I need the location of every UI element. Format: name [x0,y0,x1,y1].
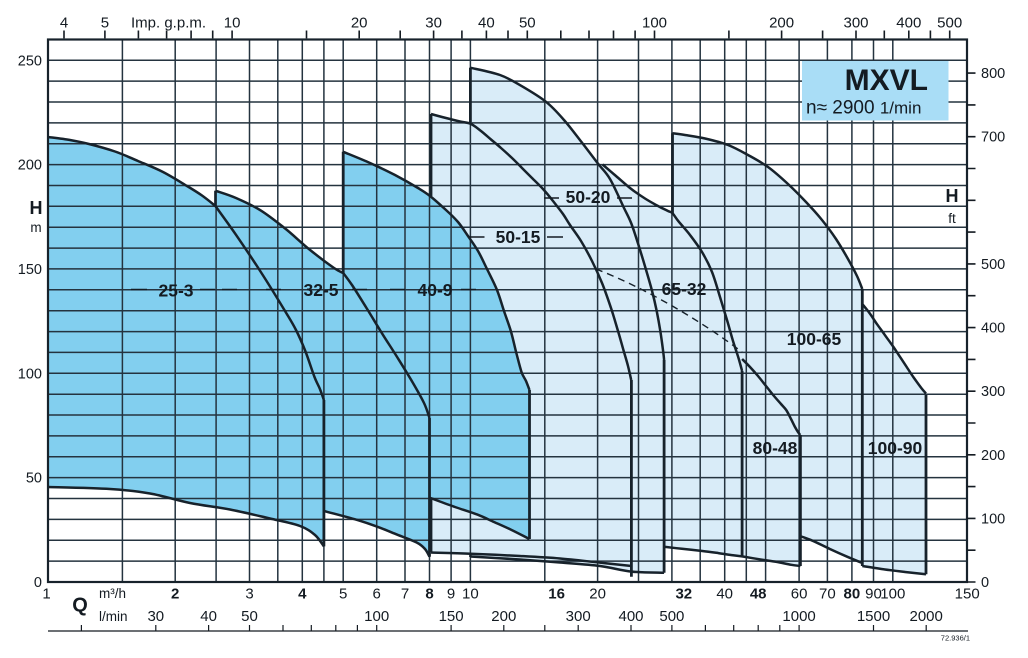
svg-text:Q: Q [72,595,88,617]
svg-text:100-65: 100-65 [787,329,842,349]
svg-text:H: H [30,198,43,218]
svg-text:9: 9 [447,586,455,603]
svg-text:800: 800 [981,66,1005,82]
svg-text:100-90: 100-90 [868,438,923,458]
svg-text:40-9: 40-9 [417,280,452,300]
svg-text:2000: 2000 [910,608,943,625]
svg-text:1000: 1000 [782,608,815,625]
svg-text:100: 100 [880,586,905,603]
svg-text:10: 10 [224,15,241,32]
svg-text:H: H [946,186,959,206]
svg-text:150: 150 [18,262,42,278]
svg-text:2: 2 [171,586,179,603]
svg-text:20: 20 [351,15,368,32]
svg-text:32: 32 [675,586,692,603]
svg-text:700: 700 [981,130,1005,146]
svg-text:65-32: 65-32 [662,279,707,299]
svg-text:90: 90 [865,586,882,603]
svg-text:50: 50 [519,15,536,32]
svg-text:200: 200 [981,448,1005,464]
svg-text:n≈ 2900 1/min: n≈ 2900 1/min [806,98,921,119]
svg-text:30: 30 [147,608,164,625]
svg-text:72.936/1: 72.936/1 [941,634,970,643]
svg-text:80: 80 [844,586,861,603]
svg-text:50-20: 50-20 [566,187,611,207]
svg-text:200: 200 [18,158,42,174]
svg-text:300: 300 [981,384,1005,400]
svg-text:500: 500 [659,608,684,625]
svg-text:80-48: 80-48 [753,438,798,458]
svg-text:20: 20 [589,586,606,603]
svg-text:70: 70 [819,586,836,603]
svg-text:150: 150 [955,586,980,603]
svg-text:16: 16 [548,586,565,603]
svg-text:4: 4 [298,586,307,603]
svg-text:10: 10 [462,586,479,603]
svg-text:0: 0 [34,575,42,591]
svg-text:50: 50 [26,471,42,487]
svg-text:7: 7 [401,586,409,603]
svg-text:500: 500 [981,257,1005,273]
svg-text:25-3: 25-3 [158,281,193,301]
svg-text:1: 1 [42,586,50,603]
svg-text:60: 60 [791,586,808,603]
svg-text:4: 4 [60,15,68,32]
svg-text:3: 3 [245,586,253,603]
svg-text:400: 400 [896,15,921,32]
svg-text:500: 500 [937,15,962,32]
svg-text:ft: ft [948,211,956,226]
svg-text:0: 0 [981,575,989,591]
svg-text:250: 250 [18,53,42,69]
svg-text:100: 100 [981,511,1005,527]
svg-text:5: 5 [101,15,109,32]
svg-text:5: 5 [339,586,347,603]
svg-text:m: m [30,220,41,235]
svg-text:100: 100 [18,366,42,382]
svg-text:30: 30 [425,15,442,32]
svg-text:300: 300 [566,608,591,625]
svg-text:200: 200 [491,608,516,625]
svg-text:300: 300 [843,15,868,32]
svg-text:150: 150 [439,608,464,625]
svg-text:100: 100 [642,15,667,32]
svg-text:8: 8 [425,586,433,603]
svg-text:40: 40 [716,586,733,603]
svg-text:MXVL: MXVL [845,64,928,97]
svg-text:400: 400 [618,608,643,625]
svg-text:50: 50 [241,608,258,625]
svg-text:40: 40 [200,608,217,625]
svg-text:400: 400 [981,321,1005,337]
svg-text:40: 40 [478,15,495,32]
svg-text:Imp. g.p.m.: Imp. g.p.m. [131,15,206,32]
svg-text:l/min: l/min [99,609,128,624]
svg-text:6: 6 [373,586,381,603]
svg-text:50-15: 50-15 [496,227,541,247]
svg-text:48: 48 [750,586,767,603]
svg-text:200: 200 [769,15,794,32]
svg-text:100: 100 [364,608,389,625]
svg-text:1500: 1500 [857,608,890,625]
svg-text:m³/h: m³/h [99,586,126,601]
svg-text:32-5: 32-5 [303,280,338,300]
